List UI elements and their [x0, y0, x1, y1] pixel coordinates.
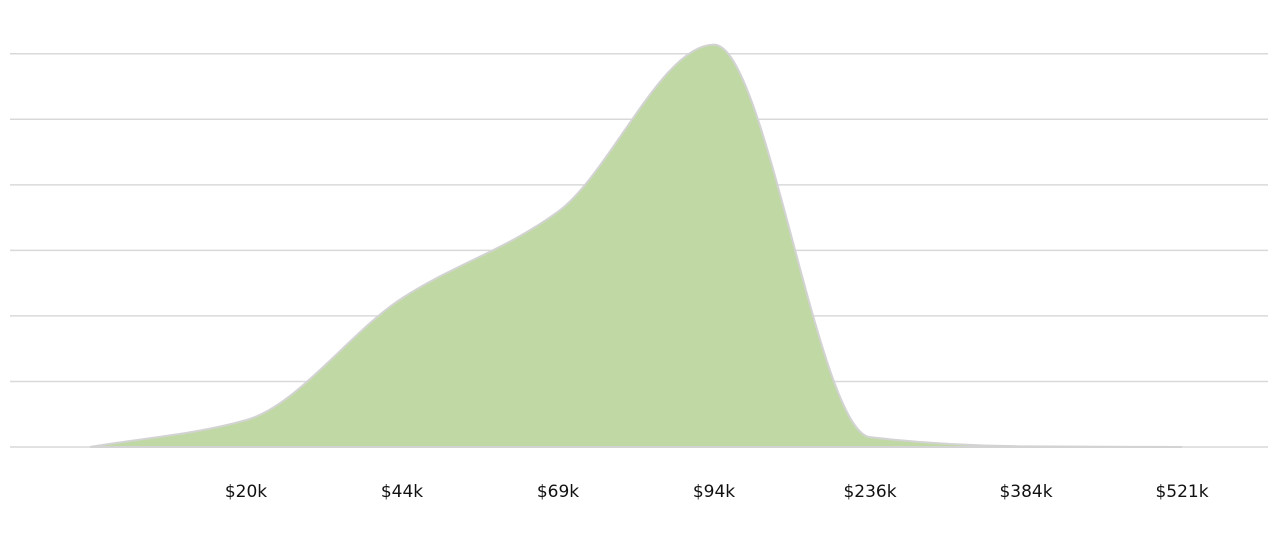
x-tick-label: $44k	[381, 482, 423, 502]
x-tick-label: $69k	[537, 482, 579, 502]
x-tick-label: $521k	[1155, 482, 1208, 502]
area	[89, 43, 1183, 448]
x-tick-label: $384k	[999, 482, 1052, 502]
x-tick-label: $20k	[225, 482, 267, 502]
x-tick-label: $236k	[843, 482, 896, 502]
x-tick-label: $94k	[693, 482, 735, 502]
